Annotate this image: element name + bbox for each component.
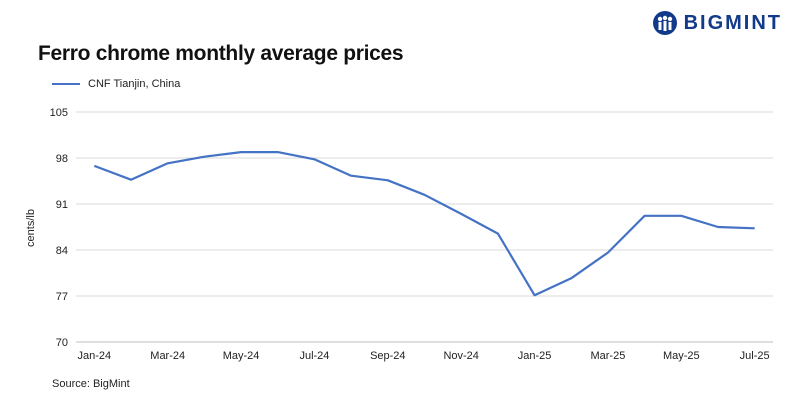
- x-tick-label: May-24: [223, 350, 260, 362]
- y-tick-label: 105: [50, 107, 68, 119]
- legend-label: CNF Tianjin, China: [88, 78, 181, 90]
- x-tick-label: Jul-25: [740, 350, 770, 362]
- gridlines: [76, 111, 773, 343]
- y-tick-label: 77: [56, 291, 68, 303]
- legend-swatch: [52, 83, 80, 85]
- y-tick-label: 70: [56, 337, 68, 349]
- series-line: [93, 151, 755, 297]
- source-note: Source: BigMint: [52, 378, 130, 390]
- x-tick-label: Mar-24: [150, 350, 185, 362]
- chart-legend: CNF Tianjin, China: [52, 78, 180, 90]
- bigmint-logo-icon: [652, 11, 677, 35]
- y-axis-ticks: 70 77 84 91 98 105: [50, 107, 68, 349]
- x-axis-ticks: Jan-24 Mar-24 May-24 Jul-24 Sep-24 Nov-24 Jan-…: [78, 350, 770, 362]
- chart-title: Ferro chrome monthly average prices: [38, 42, 404, 65]
- y-axis-title: cents/lb: [25, 209, 37, 247]
- x-tick-label: Sep-24: [370, 350, 405, 362]
- y-tick-label: 98: [56, 153, 68, 165]
- x-tick-label: Jan-24: [78, 350, 112, 362]
- y-tick-label: 91: [56, 199, 68, 211]
- brand-name: BIGMINT: [683, 11, 782, 34]
- x-tick-label: Jan-25: [518, 350, 552, 362]
- x-tick-label: Mar-25: [590, 350, 625, 362]
- x-tick-label: Jul-24: [299, 350, 329, 362]
- x-tick-label: Nov-24: [443, 350, 478, 362]
- series-layer: [93, 151, 755, 297]
- x-tick-label: May-25: [663, 350, 700, 362]
- y-tick-label: 84: [56, 245, 68, 257]
- brand-logo: BIGMINT: [652, 10, 782, 36]
